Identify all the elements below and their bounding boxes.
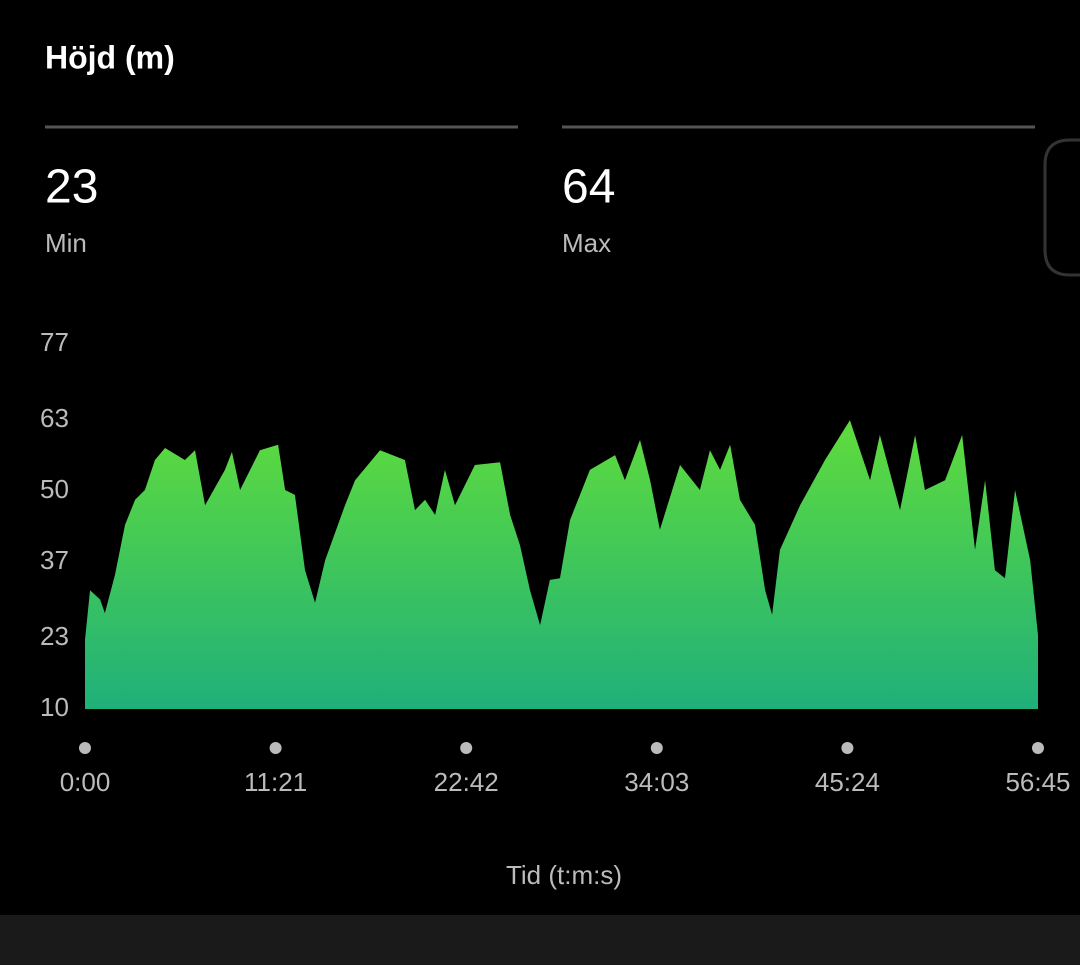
x-tick-label: 22:42 [434,767,499,797]
title: Höjd (m) [45,39,175,75]
stat-label: Min [45,228,87,258]
x-axis-label: Tid (t:m:s) [506,860,622,890]
y-tick-label: 37 [40,545,69,575]
x-tick-dot [841,742,854,754]
stat-value: 64 [562,161,615,214]
x-tick-label: 34:03 [624,767,689,797]
x-tick-label: 0:00 [60,767,111,797]
stat-label: Max [562,228,611,258]
area [85,420,1038,709]
y-tick-label: 50 [40,474,69,504]
y-tick-label: 23 [40,621,69,651]
y-tick-label: 77 [40,327,69,357]
x-tick-label: 11:21 [244,767,307,797]
stat-value: 23 [45,161,98,214]
x-tick-label: 56:45 [1005,767,1070,797]
x-tick-dot [1032,742,1044,754]
y-tick-label: 10 [40,692,69,722]
card-edge [1043,138,1080,277]
bottom-bar [0,915,1080,965]
x-tick-dot [79,742,91,754]
x-tick-label: 45:24 [815,767,880,797]
x-tick-dot [650,742,663,754]
x-tick-dot [269,742,282,754]
y-tick-label: 63 [40,403,69,433]
x-tick-dot [460,742,473,754]
